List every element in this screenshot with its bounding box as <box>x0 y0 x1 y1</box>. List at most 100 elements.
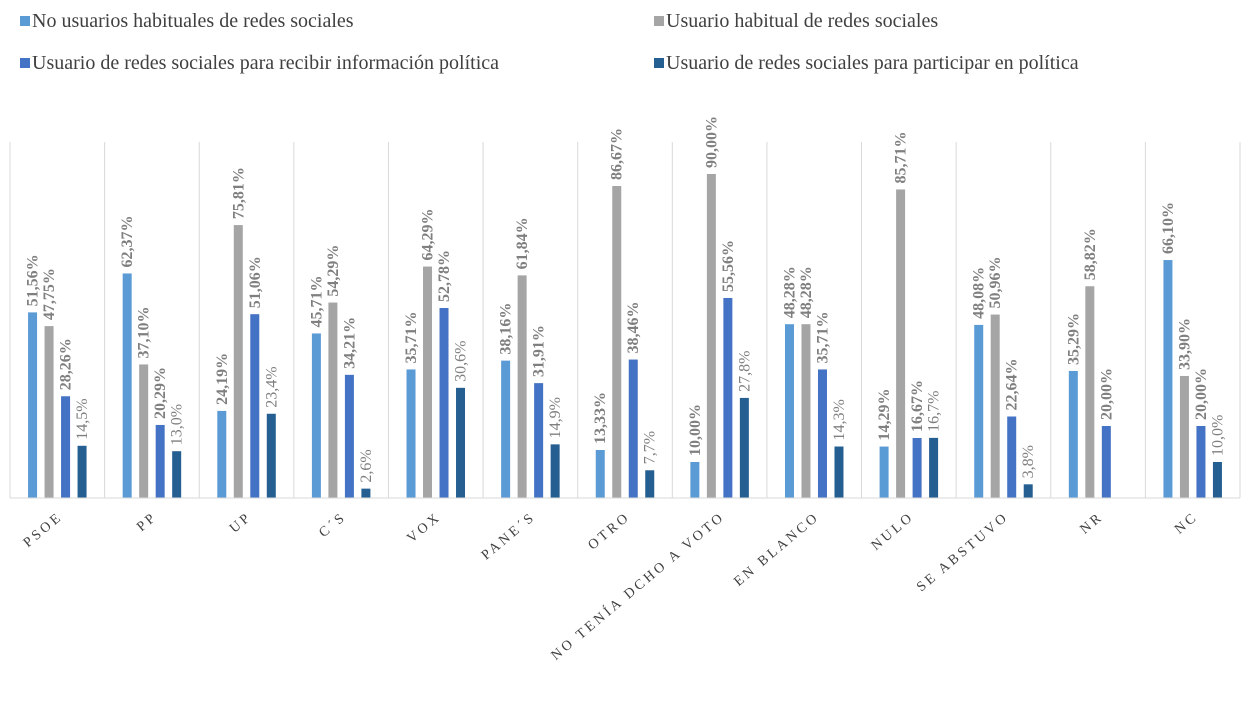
data-label: 35,29% <box>1065 313 1082 365</box>
bar <box>534 383 544 498</box>
category-label: NULO <box>869 510 918 554</box>
bar <box>723 297 733 498</box>
bar <box>328 302 338 498</box>
bar <box>801 324 811 498</box>
category-label: SE ABSTUVO <box>914 510 1012 596</box>
bar <box>550 444 560 498</box>
category-label: VOX <box>405 510 445 547</box>
category-label: UP <box>227 510 255 537</box>
legend-label: Usuario de redes sociales para participa… <box>666 52 1079 74</box>
bar <box>974 324 984 498</box>
data-label: 10,00% <box>687 404 704 456</box>
bar <box>361 488 371 498</box>
bar <box>406 369 416 498</box>
data-label: 33,90% <box>1176 318 1193 370</box>
data-label: 51,06% <box>247 256 264 308</box>
bar <box>834 446 844 498</box>
data-label: 38,16% <box>498 303 515 355</box>
legend-swatch <box>654 16 664 26</box>
legend-label: Usuario de redes sociales para recibir i… <box>32 52 499 74</box>
data-label: 51,56% <box>25 254 42 306</box>
category-label: NC <box>1172 510 1201 538</box>
category-label: PP <box>134 510 160 535</box>
bar <box>77 445 87 498</box>
data-label: 34,21% <box>341 317 358 369</box>
data-label: 16,67% <box>909 380 926 432</box>
bar <box>1023 484 1033 498</box>
category-label: NR <box>1078 510 1107 538</box>
data-label: 14,29% <box>876 389 893 441</box>
bar <box>233 225 243 499</box>
data-label: 52,78% <box>436 250 453 302</box>
bar <box>172 451 182 498</box>
category-label: NO TENÍA DCHO A VOTO <box>547 508 728 664</box>
data-label: 62,37% <box>119 215 136 267</box>
data-label: 48,28% <box>798 266 815 318</box>
bar <box>1212 462 1222 498</box>
bar <box>739 397 749 498</box>
bar <box>44 326 54 498</box>
data-label: 35,71% <box>814 311 831 363</box>
data-label: 75,81% <box>230 167 247 219</box>
data-label: 14,9% <box>547 397 564 438</box>
data-label: 48,08% <box>971 267 988 319</box>
bar <box>344 374 354 498</box>
category-label: PSOE <box>21 510 66 551</box>
data-label: 50,96% <box>987 257 1004 309</box>
bar <box>879 446 889 498</box>
category-label: OTRO <box>586 510 634 554</box>
bar <box>122 273 132 498</box>
data-label: 23,4% <box>263 366 280 407</box>
category-separators <box>9 142 1241 498</box>
bar <box>217 410 227 498</box>
bar <box>690 462 700 498</box>
legend-label: No usuarios habituales de redes sociales <box>32 10 354 32</box>
data-label: 64,29% <box>420 209 437 261</box>
category-label: PANE´S <box>479 510 539 564</box>
data-label: 3,8% <box>1020 445 1037 478</box>
legend-swatch <box>20 16 30 26</box>
bar <box>1101 426 1111 498</box>
bar <box>784 324 794 498</box>
data-label: 38,46% <box>625 302 642 354</box>
data-label: 85,71% <box>893 131 910 183</box>
data-label: 13,0% <box>169 404 186 445</box>
bar <box>311 333 321 498</box>
bar <box>250 314 260 498</box>
data-label: 14,5% <box>74 398 91 439</box>
bar <box>1163 260 1173 498</box>
data-label: 35,71% <box>403 311 420 363</box>
data-label: 20,00% <box>1098 368 1115 420</box>
value-labels: 51,56% 47,75% 28,26% 14,5% 62,37% 37,10% 20,29… <box>25 116 1227 483</box>
data-label: 48,28% <box>781 266 798 318</box>
category-label: EN BLANCO <box>731 510 822 590</box>
bar <box>423 266 433 498</box>
bar <box>929 437 939 498</box>
data-label: 55,56% <box>720 240 737 292</box>
data-label: 30,6% <box>453 341 470 382</box>
bar <box>456 387 466 498</box>
data-label: 2,6% <box>358 449 375 482</box>
data-label: 61,84% <box>514 217 531 269</box>
bar <box>61 396 71 498</box>
bar <box>628 359 638 498</box>
bars <box>28 174 1222 499</box>
bar <box>896 189 906 498</box>
legend-swatch <box>20 58 30 68</box>
bar <box>645 470 655 498</box>
bar <box>595 450 605 498</box>
bar <box>706 174 716 498</box>
bar <box>517 275 527 498</box>
bar <box>1068 370 1078 498</box>
legend-label: Usuario habitual de redes sociales <box>666 10 938 32</box>
bar <box>1196 426 1206 498</box>
data-label: 16,7% <box>926 391 943 432</box>
bar <box>501 360 511 498</box>
bar <box>266 413 276 498</box>
data-label: 31,91% <box>531 325 548 377</box>
data-label: 14,3% <box>831 399 848 440</box>
bar <box>439 307 449 498</box>
data-label: 13,33% <box>592 392 609 444</box>
